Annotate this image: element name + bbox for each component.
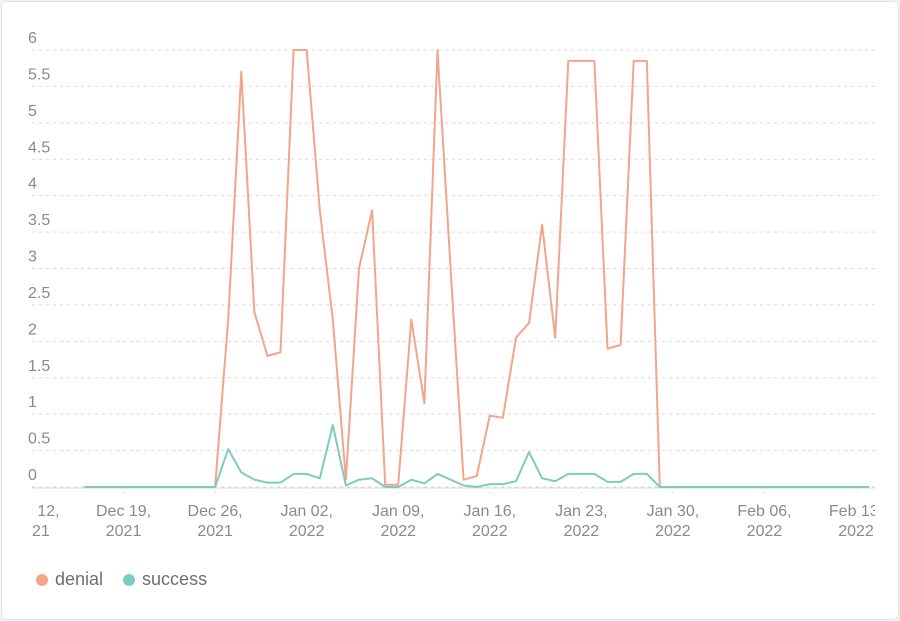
x-tick-label: 2022 (838, 523, 874, 540)
x-tick-label: 2021 (106, 523, 142, 540)
x-tick-label: Jan 30, (647, 503, 699, 520)
y-tick-label: 1.5 (28, 358, 50, 375)
grid (32, 49, 875, 488)
x-tick-label: 2021 (197, 523, 233, 540)
legend: denial success (36, 569, 227, 590)
legend-label-success: success (142, 569, 208, 589)
x-tick-label: Jan 16, (464, 503, 516, 520)
y-tick-label: 3.5 (28, 212, 50, 229)
legend-item-denial[interactable]: denial (36, 569, 103, 590)
x-axis: Dec 12, 2021 Dec 19, 2021 Dec 26, 2021 Jan 02,… (4, 492, 883, 540)
y-tick-label: 4 (28, 176, 37, 193)
y-tick-label: 6 (28, 30, 37, 47)
x-tick-label: 2022 (289, 523, 325, 540)
x-tick-label: Dec 19, (96, 503, 151, 520)
y-tick-label: 3 (28, 249, 37, 266)
x-tick-label: Jan 02, (280, 503, 332, 520)
legend-marker-success (123, 573, 136, 586)
x-tick-label: 2022 (380, 523, 416, 540)
y-tick-label: 2.5 (28, 285, 50, 302)
legend-marker-denial (36, 573, 48, 586)
y-tick-label: 0.5 (28, 431, 50, 448)
x-tick-label: Dec 26, (188, 503, 243, 520)
x-tick-label: Dec 12, (4, 503, 59, 520)
legend-label-denial: denial (55, 569, 104, 589)
x-tick-label: Feb 06, (737, 503, 791, 520)
y-axis: 0 0.5 1 1.5 2 2.5 3 3.5 4 4.5 5 5.5 6 (28, 30, 50, 484)
y-tick-label: 4.5 (28, 139, 50, 156)
x-tick-label: Feb 13, (829, 503, 883, 520)
x-tick-label: 2022 (747, 523, 783, 540)
x-tick-label: 2022 (655, 523, 691, 540)
legend-item-success[interactable]: success (123, 569, 207, 590)
series-line-success (84, 424, 870, 488)
x-tick-label: 2021 (14, 523, 50, 540)
y-tick-label: 5 (28, 103, 37, 120)
x-tick-label: 2022 (564, 523, 600, 540)
y-tick-label: 1 (28, 394, 37, 411)
y-tick-label: 2 (28, 321, 37, 338)
x-tick-label: 2022 (472, 523, 508, 540)
y-tick-label: 5.5 (28, 66, 50, 83)
x-tick-label: Jan 23, (555, 503, 607, 520)
y-tick-label: 0 (28, 467, 37, 484)
x-tick-label: Jan 09, (372, 503, 424, 520)
